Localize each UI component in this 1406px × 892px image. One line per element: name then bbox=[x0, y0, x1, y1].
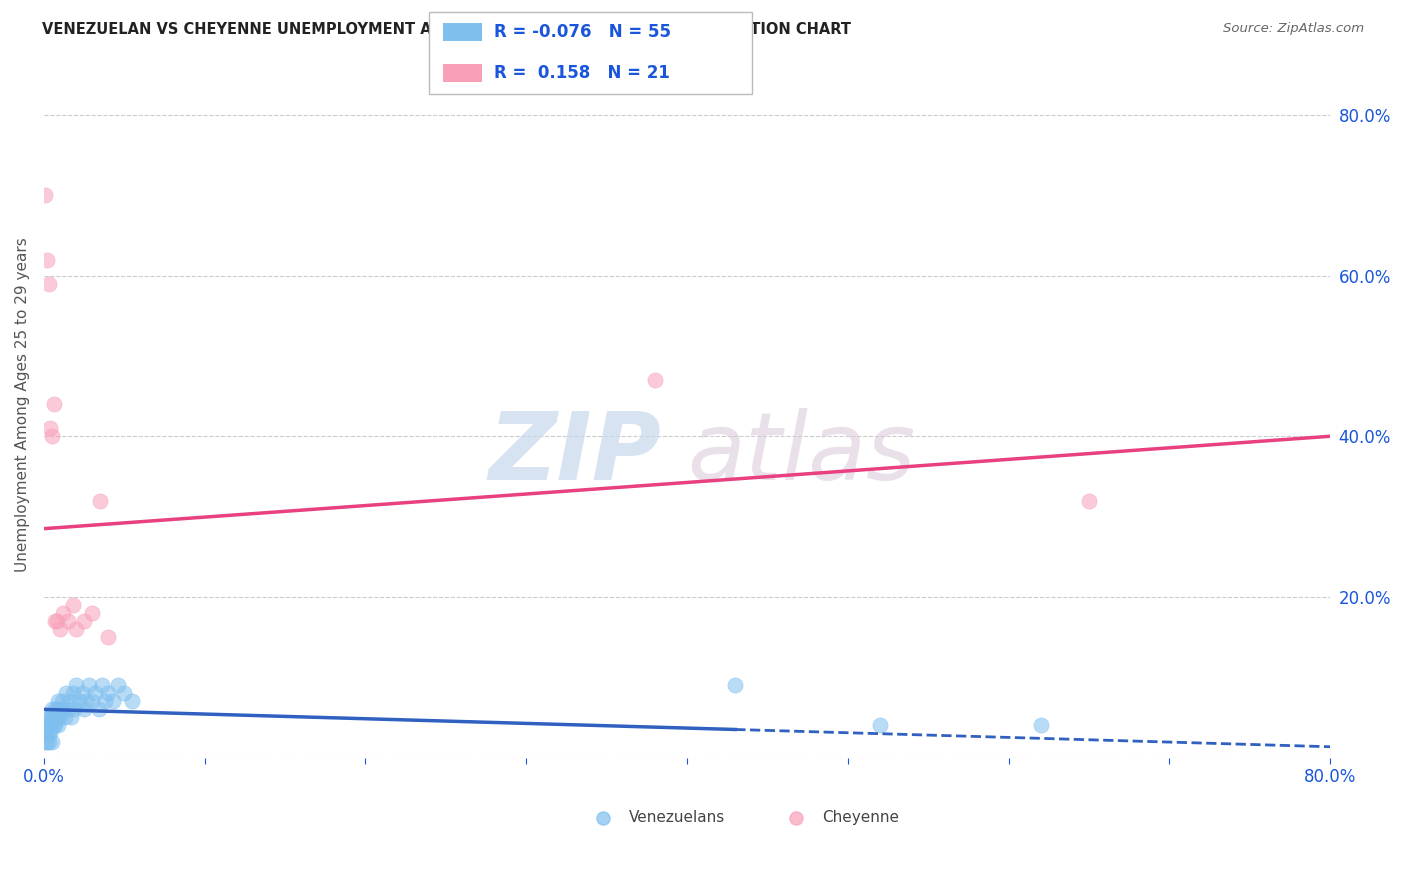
Point bbox=[38, 710, 60, 724]
Point bbox=[1029, 718, 1052, 732]
Point bbox=[38, 734, 60, 748]
Point bbox=[41, 734, 63, 748]
Point bbox=[52, 606, 75, 620]
Point bbox=[38, 277, 60, 291]
Point bbox=[97, 630, 120, 644]
Point bbox=[41, 429, 63, 443]
Point bbox=[101, 694, 124, 708]
Point bbox=[62, 598, 84, 612]
Point bbox=[48, 694, 70, 708]
Point bbox=[733, 819, 755, 833]
Point bbox=[51, 694, 73, 708]
Point bbox=[73, 614, 96, 628]
Point bbox=[56, 702, 79, 716]
Point bbox=[45, 710, 67, 724]
Point bbox=[39, 718, 62, 732]
Point bbox=[42, 718, 65, 732]
Point bbox=[49, 710, 72, 724]
Point bbox=[67, 694, 90, 708]
Text: R =  0.158   N = 21: R = 0.158 N = 21 bbox=[494, 64, 669, 82]
Point bbox=[121, 694, 143, 708]
Point bbox=[34, 726, 56, 740]
Point bbox=[77, 678, 100, 692]
Text: Source: ZipAtlas.com: Source: ZipAtlas.com bbox=[1223, 22, 1364, 36]
Text: Venezuelans: Venezuelans bbox=[628, 810, 725, 825]
Text: atlas: atlas bbox=[688, 409, 915, 500]
Text: VENEZUELAN VS CHEYENNE UNEMPLOYMENT AMONG AGES 25 TO 29 YEARS CORRELATION CHART: VENEZUELAN VS CHEYENNE UNEMPLOYMENT AMON… bbox=[42, 22, 851, 37]
Point bbox=[90, 678, 112, 692]
Point bbox=[41, 710, 63, 724]
Point bbox=[107, 678, 129, 692]
Point bbox=[112, 686, 135, 700]
Point bbox=[1078, 493, 1101, 508]
Point bbox=[42, 397, 65, 411]
Point bbox=[39, 726, 62, 740]
Point bbox=[73, 702, 96, 716]
Point bbox=[724, 678, 747, 692]
Point bbox=[44, 614, 66, 628]
Point bbox=[34, 734, 56, 748]
Point bbox=[94, 694, 117, 708]
Point bbox=[97, 686, 120, 700]
Text: ZIP: ZIP bbox=[488, 408, 661, 500]
Point bbox=[49, 702, 72, 716]
Point bbox=[644, 373, 666, 387]
Point bbox=[75, 694, 97, 708]
Point bbox=[44, 702, 66, 716]
Point bbox=[89, 493, 111, 508]
Point bbox=[63, 702, 86, 716]
Point bbox=[65, 622, 87, 636]
Text: Cheyenne: Cheyenne bbox=[823, 810, 898, 825]
Point bbox=[55, 686, 77, 700]
Point bbox=[59, 694, 82, 708]
Point bbox=[49, 622, 72, 636]
Point bbox=[82, 694, 104, 708]
Point bbox=[38, 726, 60, 740]
Point bbox=[39, 421, 62, 435]
Y-axis label: Unemployment Among Ages 25 to 29 years: Unemployment Among Ages 25 to 29 years bbox=[15, 236, 30, 572]
Point bbox=[45, 614, 67, 628]
Point bbox=[84, 686, 107, 700]
Point bbox=[41, 718, 63, 732]
Point bbox=[45, 702, 67, 716]
Point bbox=[42, 710, 65, 724]
Point bbox=[973, 819, 995, 833]
Point bbox=[62, 686, 84, 700]
Point bbox=[37, 734, 59, 748]
Point bbox=[56, 614, 79, 628]
Point bbox=[34, 188, 56, 202]
Point bbox=[37, 718, 59, 732]
Point bbox=[48, 718, 70, 732]
Point bbox=[72, 686, 94, 700]
Point bbox=[41, 702, 63, 716]
Point bbox=[82, 606, 104, 620]
Point bbox=[869, 718, 891, 732]
Point bbox=[44, 718, 66, 732]
Point bbox=[44, 710, 66, 724]
Point bbox=[87, 702, 110, 716]
Text: R = -0.076   N = 55: R = -0.076 N = 55 bbox=[494, 23, 671, 41]
Point bbox=[65, 678, 87, 692]
Point bbox=[37, 726, 59, 740]
Point bbox=[39, 710, 62, 724]
Point bbox=[37, 252, 59, 267]
Point bbox=[38, 718, 60, 732]
Point bbox=[53, 710, 76, 724]
Point bbox=[52, 702, 75, 716]
Point bbox=[60, 710, 83, 724]
